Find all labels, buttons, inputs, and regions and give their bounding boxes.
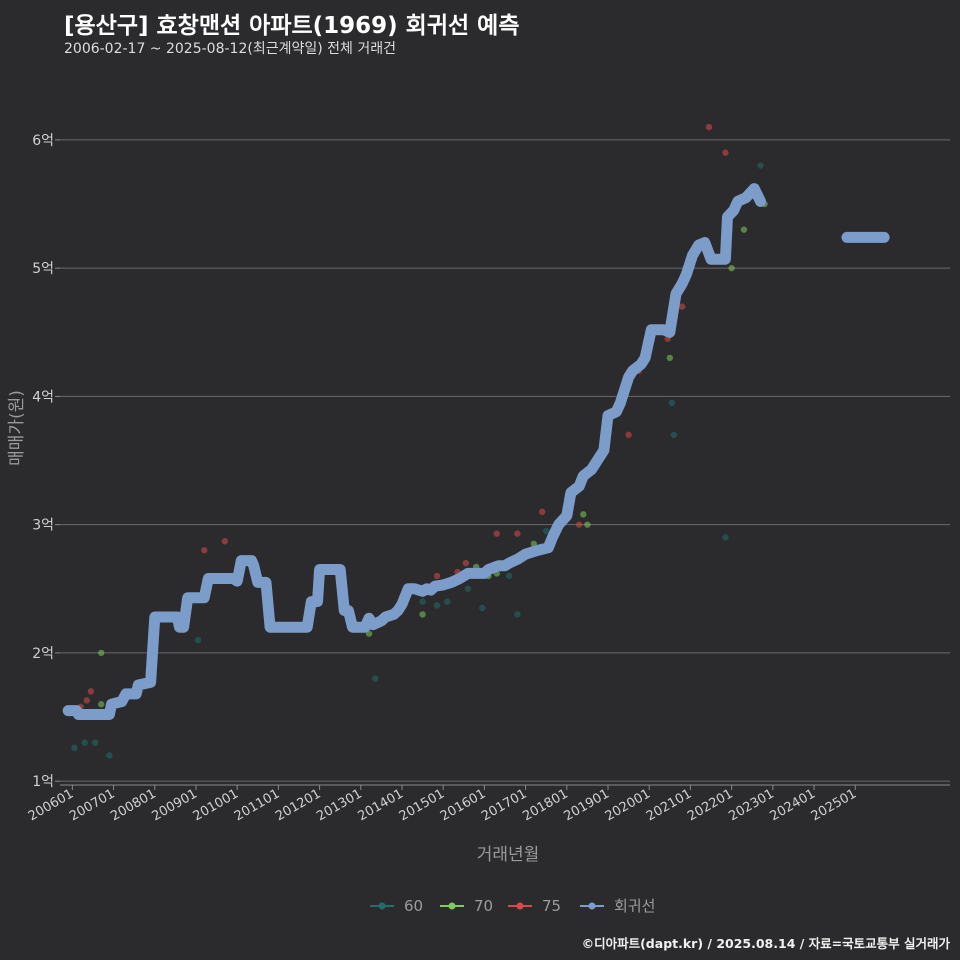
point-60 (433, 602, 441, 609)
legend-label: 60 (404, 897, 423, 915)
y-tick-label: 4억 (32, 389, 54, 405)
source-footer: ©디아파트(dapt.kr) / 2025.08.14 / 자료=국토교통부 실… (581, 936, 950, 951)
point-60 (91, 739, 99, 746)
point-75 (625, 431, 632, 439)
legend-swatch-dot (448, 902, 456, 910)
legend-swatch-dot (588, 902, 596, 910)
point-60 (81, 739, 88, 746)
point-60 (514, 611, 521, 618)
x-tick-label: 202201 (685, 786, 735, 824)
point-70 (666, 354, 674, 362)
chart-subtitle: 2006-02-17 ~ 2025-08-12(최근계약일) 전체 거래건 (64, 41, 396, 57)
y-tick-label: 2억 (32, 646, 54, 662)
x-axis-title: 거래년월 (477, 845, 540, 865)
x-tick-label: 201901 (562, 786, 612, 824)
point-60 (106, 752, 113, 759)
x-tick-label: 201201 (273, 786, 323, 824)
x-tick-label: 201801 (520, 786, 570, 824)
point-75 (705, 123, 713, 131)
point-75 (433, 572, 441, 580)
legend-label: 회귀선 (614, 897, 655, 915)
regression-line-segment (62, 183, 766, 720)
x-tick-label: 201301 (314, 786, 364, 824)
point-60 (543, 527, 550, 535)
point-60 (670, 431, 678, 439)
legend-item-1: 70 (440, 897, 493, 915)
point-75 (678, 303, 686, 310)
legend-swatch-dot (378, 902, 386, 910)
x-tick-label: 200901 (149, 786, 199, 824)
x-tick-label: 202301 (726, 786, 776, 824)
legend-swatch-dot (516, 902, 524, 910)
point-75 (514, 530, 521, 537)
point-75 (87, 688, 95, 695)
point-60 (722, 534, 729, 541)
y-tick-label: 6억 (32, 133, 54, 149)
x-tick-labels: 2006012007012008012009012010012011012012… (26, 786, 859, 824)
x-tick-label: 200801 (108, 786, 158, 824)
point-60 (71, 744, 78, 752)
point-75 (201, 547, 208, 554)
x-tick-label: 200601 (26, 786, 76, 824)
y-tick-labels: 1억 2억 3억 4억 5억 6억 (32, 133, 54, 790)
legend: 60 70 75 회귀선 (370, 897, 655, 915)
point-70 (98, 649, 105, 657)
x-tick-label: 200701 (67, 786, 117, 824)
point-70 (98, 701, 105, 708)
point-75 (575, 521, 583, 528)
y-tick-label: 1억 (32, 774, 54, 790)
regression-line (62, 183, 890, 720)
point-75 (538, 508, 546, 516)
point-75 (493, 530, 500, 537)
x-tick-label: 202001 (603, 786, 653, 824)
chart-title: [용산구] 효창맨션 아파트(1969) 회귀선 예측 (64, 13, 520, 39)
x-tick-label: 201001 (191, 786, 241, 824)
point-60 (668, 399, 676, 407)
y-axis-title: 매매가(원) (7, 390, 27, 466)
point-60 (419, 598, 426, 605)
point-70 (728, 264, 735, 272)
x-tick-label: 202101 (644, 786, 694, 824)
x-tick-label: 202501 (809, 786, 859, 824)
point-70 (580, 511, 587, 518)
x-tick-label: 201501 (397, 786, 447, 824)
point-60 (505, 572, 513, 580)
legend-label: 70 (474, 897, 493, 915)
legend-label: 75 (542, 897, 561, 915)
legend-item-3: 회귀선 (580, 897, 655, 915)
point-75 (83, 697, 90, 704)
point-60 (444, 598, 451, 605)
point-60 (479, 604, 486, 612)
point-60 (372, 675, 379, 682)
x-tick-label: 201401 (356, 786, 406, 824)
x-tick-label: 201101 (232, 786, 282, 824)
legend-item-0: 60 (370, 897, 423, 915)
point-70 (419, 611, 426, 618)
point-75 (462, 559, 470, 567)
point-70 (740, 226, 748, 233)
point-60 (194, 636, 202, 644)
x-tick-label: 201601 (438, 786, 488, 824)
point-60 (464, 585, 472, 592)
y-tick-label: 5억 (32, 261, 54, 277)
legend-item-2: 75 (508, 897, 561, 915)
y-tick-label: 3억 (32, 518, 54, 534)
x-tick-label: 202401 (768, 786, 818, 824)
scatter-points (71, 123, 768, 759)
point-70 (584, 521, 591, 528)
point-75 (221, 538, 229, 545)
x-tick-label: 201701 (479, 786, 529, 824)
point-60 (757, 162, 764, 169)
point-75 (722, 149, 729, 156)
grid-lines (55, 139, 950, 790)
